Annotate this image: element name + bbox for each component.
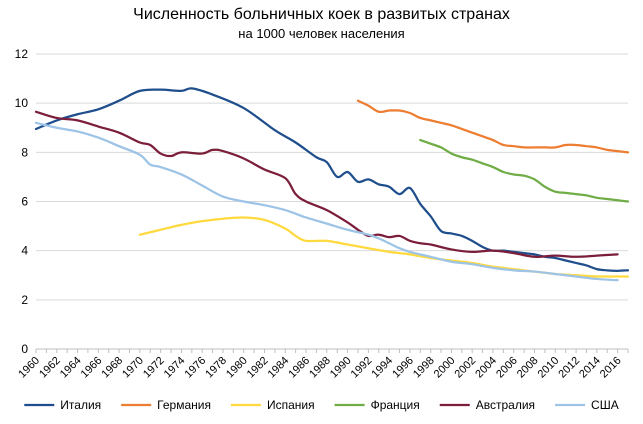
x-tick-label: 1968 [99, 355, 125, 381]
x-tick-label: 1974 [162, 355, 188, 381]
legend-label: Германия [157, 398, 211, 412]
series-line [138, 216, 630, 278]
y-tick-label: 0 [21, 342, 28, 356]
legend-label: Франция [371, 398, 420, 412]
x-tick-label: 1960 [16, 355, 42, 381]
x-tick-label: 1966 [79, 355, 105, 381]
y-tick-label: 12 [15, 47, 29, 61]
x-tick-label: 1982 [245, 355, 271, 381]
legend-label: Австралия [476, 398, 535, 412]
x-tick-label: 1988 [307, 355, 333, 381]
x-tick-label: 1984 [266, 355, 292, 381]
x-tick-label: 1972 [141, 355, 167, 381]
series-line [34, 110, 619, 258]
chart-title: Численность больничных коек в развитых с… [133, 6, 510, 23]
series-line [34, 87, 630, 272]
x-tick-label: 1978 [203, 355, 229, 381]
x-tick-label: 1998 [411, 355, 437, 381]
series-line [34, 121, 619, 282]
x-tick-label: 1970 [120, 355, 146, 381]
series-line [356, 99, 630, 154]
x-tick-label: 1964 [58, 355, 84, 381]
x-tick-label: 1980 [224, 355, 250, 381]
y-tick-label: 10 [15, 96, 29, 110]
x-tick-label: 1962 [37, 355, 63, 381]
y-tick-label: 8 [21, 145, 28, 159]
y-tick-label: 6 [21, 195, 28, 209]
x-tick-label: 1994 [369, 355, 395, 381]
x-tick-label: 2008 [515, 355, 541, 381]
y-tick-label: 4 [21, 244, 28, 258]
x-tick-label: 1990 [328, 355, 354, 381]
x-tick-label: 1992 [349, 355, 375, 381]
x-tick-label: 2012 [556, 355, 582, 381]
series-line [419, 138, 630, 203]
legend-label: США [591, 398, 619, 412]
x-tick-label: 2016 [598, 355, 624, 381]
chart-subtitle: на 1000 человек населения [238, 26, 405, 41]
y-tick-label: 2 [21, 293, 28, 307]
legend-label: Испания [267, 398, 315, 412]
x-tick-label: 1986 [286, 355, 312, 381]
x-tick-label: 2000 [432, 355, 458, 381]
x-tick-label: 2010 [536, 355, 562, 381]
x-tick-label: 2002 [453, 355, 479, 381]
x-tick-label: 1976 [182, 355, 208, 381]
x-tick-label: 2014 [577, 355, 603, 381]
legend-label: Италия [60, 398, 101, 412]
x-tick-label: 2004 [473, 355, 499, 381]
x-tick-label: 2006 [494, 355, 520, 381]
x-tick-label: 1996 [390, 355, 416, 381]
